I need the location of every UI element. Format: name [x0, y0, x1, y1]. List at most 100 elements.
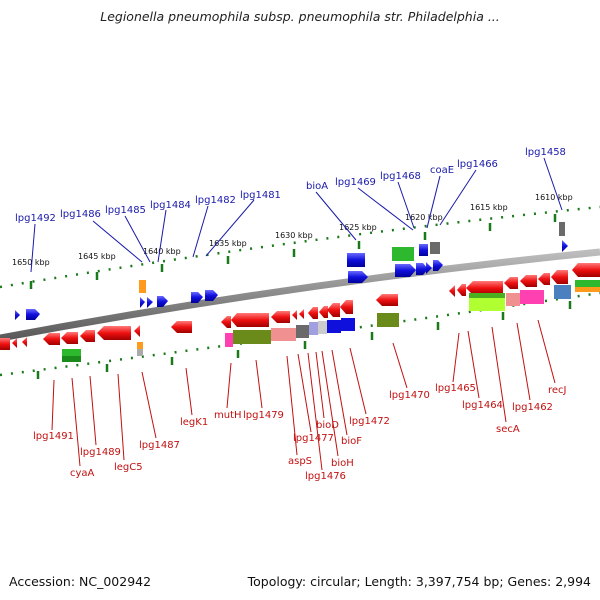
bottom-gene-labels: lpg1491 cyaA lpg1489 legC5 lpg1487 legK1… [33, 383, 567, 482]
annotation-box [271, 328, 296, 341]
annotation-box [139, 280, 146, 293]
annotation-box [469, 297, 505, 311]
gene-arrow [157, 296, 168, 307]
scale-label: 1635 kbp [209, 239, 247, 248]
annotation-box [430, 242, 440, 254]
gene-arrow [449, 285, 455, 297]
gene-label: lpg1468 [380, 171, 421, 182]
gene-label: bioH [331, 458, 354, 469]
gene-label: secA [496, 424, 520, 435]
map-title: Legionella pneumophila subsp. pneumophil… [100, 9, 500, 24]
scale-label: 1625 kbp [339, 223, 377, 232]
annotation-box [469, 293, 505, 298]
annotation-box [559, 222, 565, 236]
gene-arrow [466, 281, 503, 295]
gene-arrow [43, 333, 60, 345]
gene-label: recJ [548, 385, 567, 396]
scale-label: 1610 kbp [535, 193, 573, 202]
annotation-box [62, 356, 81, 362]
gene-label: lpg1486 [60, 209, 101, 220]
gene-arrow [61, 332, 78, 344]
annotation-box [341, 318, 355, 331]
gene-arrow [348, 271, 368, 283]
gene-arrow [416, 263, 428, 275]
gene-arrow [171, 321, 192, 333]
gene-label: lpg1464 [462, 400, 503, 411]
gene-arrow [147, 297, 153, 308]
gene-arrow [97, 326, 131, 340]
annotation-box [137, 342, 143, 349]
gene-arrow [15, 310, 20, 320]
gene-label: bioA [306, 181, 328, 192]
scale-label: 1645 kbp [78, 252, 116, 261]
gene-label: lpg1462 [512, 402, 553, 413]
reverse-genes [0, 263, 600, 350]
annotation-box [392, 247, 414, 261]
gene-arrow [22, 337, 27, 347]
gene-label: lpg1484 [150, 200, 191, 211]
gene-label: lpg1492 [15, 213, 56, 224]
gene-label: lpg1491 [33, 431, 74, 442]
gene-arrow [504, 277, 518, 289]
gene-box [347, 253, 365, 267]
gene-label: aspS [288, 456, 312, 467]
gene-label: bioF [341, 436, 362, 447]
gene-label: lpg1482 [195, 195, 236, 206]
gene-arrow [538, 273, 550, 285]
gene-arrow [572, 263, 600, 277]
gene-arrow [12, 338, 17, 348]
gene-label: coaE [430, 165, 454, 176]
gene-label: lpg1469 [335, 177, 376, 188]
gene-label: cyaA [70, 468, 95, 479]
annotation-box [575, 280, 600, 287]
annotation-box [327, 320, 341, 333]
gene-arrow [205, 290, 218, 301]
gene-arrow [308, 307, 318, 319]
gene-label: legK1 [180, 417, 208, 428]
annotation-box [233, 330, 271, 344]
gene-arrow [395, 264, 416, 277]
gene-arrow [457, 284, 466, 296]
annotation-box [554, 285, 571, 299]
gene-arrow [140, 297, 145, 308]
gene-arrow [0, 338, 10, 350]
accession-text: Accession: NC_002942 [9, 574, 152, 589]
forward-genes [15, 240, 568, 320]
gene-label: lpg1487 [139, 440, 180, 451]
genome-backbone [0, 248, 600, 342]
gene-arrow [292, 310, 297, 320]
gene-label: lpg1472 [349, 416, 390, 427]
gene-label: lpg1485 [105, 205, 146, 216]
gene-arrow [191, 292, 203, 303]
annotation-box [520, 290, 544, 304]
scale-label: 1650 kbp [12, 258, 50, 267]
gene-arrow [80, 330, 95, 342]
scale-label: 1615 kbp [470, 203, 508, 212]
gene-label: mutH [214, 410, 242, 421]
gene-arrow [426, 262, 432, 274]
gene-arrow [520, 275, 537, 287]
top-leader-lines [30, 157, 563, 273]
gene-arrow [26, 309, 40, 320]
scale-label: 1620 kbp [405, 213, 443, 222]
gene-arrow [327, 303, 340, 317]
gene-arrow [433, 260, 443, 271]
bottom-leader-lines [51, 319, 556, 471]
gene-arrow [376, 294, 398, 306]
annotation-box [137, 349, 143, 356]
annotation-box [575, 287, 600, 292]
top-gene-labels: lpg1492 lpg1486 lpg1485 lpg1484 lpg1482 … [15, 147, 566, 224]
annotation-box [377, 313, 399, 327]
gene-arrow [221, 316, 231, 328]
gene-label: lpg1465 [435, 383, 476, 394]
gene-label: lpg1479 [243, 410, 284, 421]
annotation-box [309, 322, 318, 335]
gene-label: bioD [316, 420, 339, 431]
gene-label: lpg1458 [525, 147, 566, 158]
gene-arrow [551, 270, 568, 284]
scale-label: 1630 kbp [275, 231, 313, 240]
annotation-box [225, 333, 233, 347]
scale-label: 1640 kbp [143, 247, 181, 256]
genome-summary-text: Topology: circular; Length: 3,397,754 bp… [247, 574, 591, 589]
